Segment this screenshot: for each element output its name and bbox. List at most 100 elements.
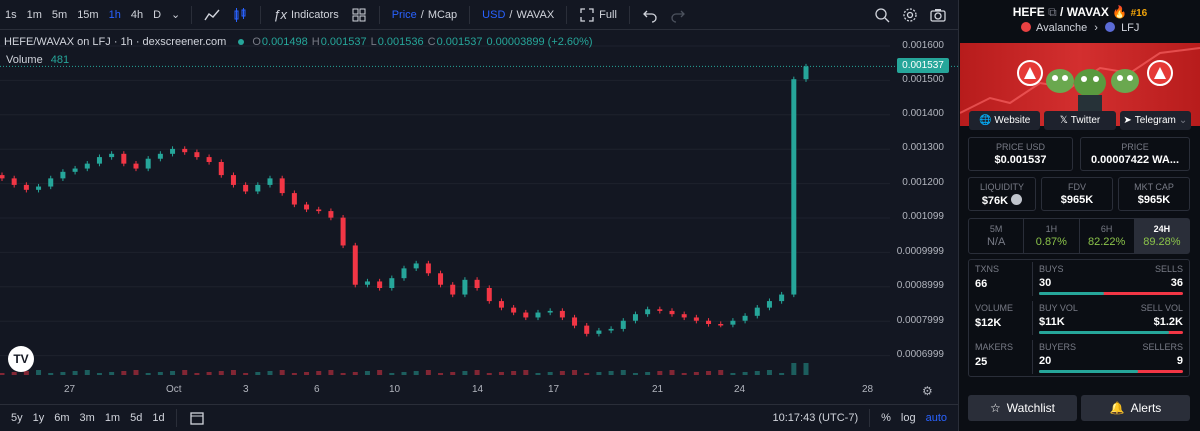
timeframe-15m[interactable]: 15m — [77, 8, 99, 21]
tab-6h[interactable]: 6H 82.22% — [1080, 219, 1135, 253]
calendar-icon[interactable] — [183, 410, 211, 426]
candle-body — [511, 307, 517, 313]
sell-vol-label: SELL VOL — [1140, 303, 1183, 313]
tab-value: N/A — [986, 236, 1006, 248]
line-chart-icon[interactable] — [198, 7, 226, 23]
liquidity-label: LIQUIDITY — [979, 182, 1024, 192]
lock-icon[interactable] — [1011, 194, 1023, 205]
stats-divider — [1032, 301, 1033, 335]
tab-24h[interactable]: 24H 89.28% — [1134, 219, 1189, 253]
quick-search-icon[interactable] — [868, 7, 896, 23]
range-5d[interactable]: 5d — [130, 412, 143, 424]
range-3m[interactable]: 3m — [79, 412, 95, 424]
chart-panel: 1s 1m 5m 15m 1h 4h D ⌄ ƒx Indicators Pri… — [0, 0, 958, 431]
volume-bar — [681, 373, 687, 375]
timeframe-4h[interactable]: 4h — [130, 8, 144, 21]
volume-legend: Volume 481 — [6, 54, 69, 66]
range-5y[interactable]: 5y — [11, 412, 23, 424]
camera-icon[interactable] — [924, 7, 952, 23]
fullscreen-button[interactable]: Full — [573, 7, 623, 23]
price-mcap-toggle[interactable]: Price / MCap — [386, 9, 463, 21]
currency-toggle[interactable]: USD / WAVAX — [476, 9, 560, 21]
alerts-button[interactable]: 🔔 Alerts — [1081, 395, 1190, 421]
undo-icon[interactable] — [636, 7, 664, 23]
chart-toolbar: 1s 1m 5m 15m 1h 4h D ⌄ ƒx Indicators Pri… — [0, 0, 958, 30]
twitter-link[interactable]: 𝕏 Twitter — [1044, 111, 1116, 130]
time-tick: 28 — [862, 384, 874, 395]
indicators-button[interactable]: ƒx Indicators — [267, 7, 344, 22]
tab-value: 0.87% — [1035, 236, 1067, 248]
chevron-down-icon[interactable]: ⌄ — [1178, 115, 1188, 126]
range-1d[interactable]: 1d — [152, 412, 165, 424]
price-native-box: PRICE 0.00007422 WA... — [1080, 137, 1190, 171]
layouts-icon[interactable] — [345, 7, 373, 23]
candle-body — [718, 324, 724, 326]
volume-bar — [742, 372, 748, 375]
range-1y[interactable]: 1y — [32, 412, 45, 424]
candle-body — [84, 163, 90, 169]
redo-icon[interactable] — [664, 7, 692, 23]
candle-body — [157, 153, 163, 159]
stats-divider — [1032, 262, 1033, 296]
slash-divider: / — [420, 8, 424, 21]
volume-bar — [486, 373, 492, 375]
usd-option[interactable]: USD — [482, 8, 506, 21]
percent-toggle[interactable]: % — [881, 412, 891, 424]
volume-bar — [706, 371, 712, 375]
timeframe-d[interactable]: D — [153, 8, 162, 21]
candlestick-icon[interactable] — [226, 7, 254, 23]
chart-settings-icon[interactable]: ⚙ — [922, 384, 933, 398]
trending-rank[interactable]: #16 — [1130, 8, 1148, 19]
txns-value: 66 — [975, 278, 988, 290]
website-link[interactable]: 🌐 Website — [969, 111, 1041, 130]
tab-1h[interactable]: 1H 0.87% — [1024, 219, 1080, 253]
candlestick-chart[interactable] — [0, 30, 958, 375]
timeframe-1h[interactable]: 1h — [108, 8, 121, 21]
change-value: 0.00003899 (+2.60%) — [486, 36, 593, 48]
sellers-value: 9 — [1176, 355, 1183, 367]
candle-body — [791, 79, 797, 295]
volume-bar — [23, 371, 29, 375]
symbol-info[interactable]: HEFE/WAVAX on LFJ · 1h · dexscreener.com — [4, 36, 227, 48]
candle-body — [535, 312, 541, 318]
copy-icon[interactable]: ⧉ — [1048, 5, 1057, 19]
chevron-down-icon[interactable]: ⌄ — [171, 9, 181, 21]
candle-body — [36, 186, 42, 190]
range-1m[interactable]: 1m — [104, 412, 121, 424]
log-toggle[interactable]: log — [900, 412, 916, 424]
auto-toggle[interactable]: auto — [925, 412, 947, 424]
settings-gear-icon[interactable] — [896, 7, 924, 23]
timeframe-5m[interactable]: 5m — [51, 8, 68, 21]
candle-body — [340, 217, 346, 246]
volume-bar — [523, 370, 529, 375]
range-6m[interactable]: 6m — [54, 412, 70, 424]
volume-bar — [96, 373, 102, 375]
watchlist-button[interactable]: ☆ Watchlist — [968, 395, 1077, 421]
toolbar-divider — [566, 5, 568, 24]
time-tick: Oct — [166, 384, 182, 395]
avalanche-icon — [1020, 22, 1031, 32]
tradingview-logo[interactable]: TV — [8, 346, 34, 372]
tab-5m[interactable]: 5M N/A — [969, 219, 1025, 253]
volume-bar — [547, 372, 553, 375]
dex-name[interactable]: LFJ — [1121, 22, 1140, 34]
timeframe-1m[interactable]: 1m — [26, 8, 42, 21]
wavax-option[interactable]: WAVAX — [516, 8, 555, 21]
price-tick: 0.0006999 — [896, 349, 944, 360]
price-option[interactable]: Price — [391, 8, 417, 21]
telegram-link[interactable]: ➤ Telegram ⌄ — [1119, 111, 1191, 130]
price-native-label: PRICE — [1121, 142, 1149, 152]
tab-value: 82.22% — [1087, 236, 1126, 248]
time-axis[interactable]: 27 Oct 3 6 10 14 17 21 24 28 ⚙ — [0, 380, 958, 400]
candle-body — [620, 320, 626, 329]
mcap-option[interactable]: MCap — [427, 8, 458, 21]
clock-readout[interactable]: 10:17:43 (UTC-7) — [772, 412, 859, 424]
candle-body — [754, 307, 760, 316]
candle-body — [766, 301, 772, 308]
volume-bar — [109, 372, 115, 375]
candle-body — [486, 288, 492, 302]
timeframe-1s[interactable]: 1s — [5, 8, 17, 21]
chain-name[interactable]: Avalanche — [1036, 22, 1088, 34]
volume-bar — [669, 370, 675, 375]
candle-body — [328, 211, 334, 218]
